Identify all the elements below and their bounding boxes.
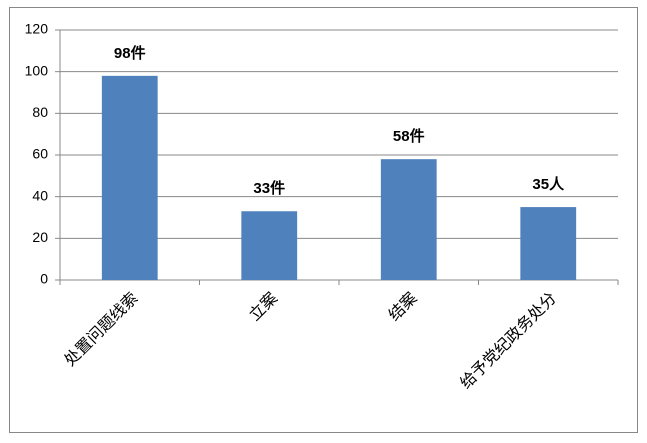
- value-label: 98件: [114, 44, 146, 62]
- value-label: 33件: [253, 179, 285, 197]
- bar: [380, 159, 437, 280]
- y-tick-label: 80: [32, 104, 48, 120]
- y-tick-label: 0: [40, 271, 48, 287]
- bar: [101, 75, 158, 280]
- y-tick-label: 20: [32, 229, 48, 245]
- value-label: 35人: [532, 176, 565, 193]
- value-label: 58件: [393, 127, 425, 145]
- y-tick-label: 60: [32, 146, 48, 162]
- y-tick-label: 40: [32, 187, 48, 203]
- bar: [241, 211, 298, 280]
- bar: [520, 207, 577, 280]
- y-tick-label: 120: [25, 21, 49, 37]
- y-tick-label: 100: [25, 62, 49, 78]
